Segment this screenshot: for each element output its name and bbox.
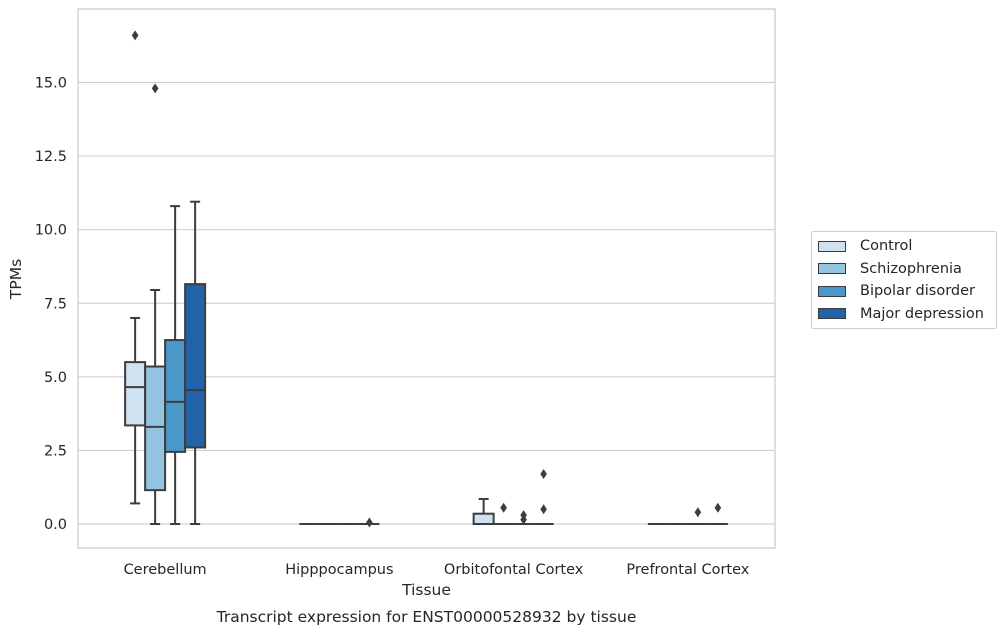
y-axis-label: TPMs [7,259,25,300]
outlier-point [540,504,547,515]
x-axis-label: Tissue [401,581,451,599]
box-2-3 [533,468,554,525]
y-tick-label: 0.0 [44,517,67,533]
box-series [124,30,728,528]
y-tick-label: 7.5 [44,296,67,312]
grid-lines [78,81,775,525]
box-body [164,339,187,453]
x-tick-label: Prefrontal Cortex [626,562,749,578]
box-body [184,283,207,449]
outlier-point [520,510,527,521]
y-tick-label: 12.5 [35,149,67,165]
y-tick-label: 2.5 [44,443,67,459]
legend-swatch [818,263,846,275]
plot-area-frame [77,8,776,549]
outlier-point [714,502,722,513]
legend-label: Major depression [860,305,984,322]
legend-swatch [818,308,846,320]
outlier-point [500,502,507,513]
chart-caption: Transcript expression for ENST0000052893… [216,608,637,626]
outlier-point [694,507,702,518]
box-1-3 [359,517,380,528]
legend-label: Bipolar disorder [860,283,975,300]
box-body [472,512,495,525]
box-3-3 [707,502,728,525]
box-body [124,361,147,427]
outlier-point [366,517,373,528]
box-3-2 [687,507,708,525]
y-tick-label: 15.0 [35,76,67,92]
box-0-0 [124,30,147,505]
legend-swatch [818,240,846,252]
box-0-3 [184,200,207,525]
legend: Control Schizophrenia Bipolar disorder Majo… [811,231,997,329]
x-tick-label: Cerebellum [124,562,207,578]
x-tick-label: Hipppocampus [285,562,393,578]
legend-item: Control [812,235,996,258]
legend-swatch [818,285,846,297]
x-tick-label: Orbitofontal Cortex [444,562,584,578]
legend-label: Schizophrenia [860,260,962,277]
box-2-0 [472,497,495,525]
outlier-point [151,83,159,94]
legend-item: Schizophrenia [812,258,996,281]
outlier-point [540,468,547,479]
x-tick-labels: Cerebellum Hipppocampus Orbitofontal Corte… [124,562,750,578]
legend-item: Bipolar disorder [812,280,996,303]
legend-label: Control [860,238,913,255]
y-tick-label: 5.0 [44,370,67,386]
box-2-2 [513,510,534,525]
box-2-1 [493,502,514,525]
y-tick-label: 10.0 [35,223,67,239]
box-0-2 [164,205,187,525]
y-tick-labels: 0.0 2.5 5.0 7.5 10.0 12.5 15.0 [35,76,67,534]
outlier-point [131,30,139,41]
box-body [144,365,167,492]
legend-item: Major depression [812,303,996,326]
